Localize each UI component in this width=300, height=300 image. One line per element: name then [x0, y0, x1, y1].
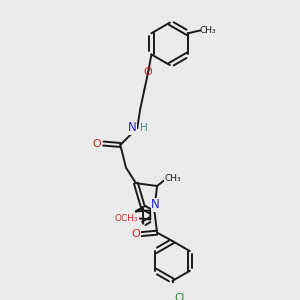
- Text: O: O: [131, 229, 140, 239]
- Text: CH₃: CH₃: [200, 26, 216, 35]
- Text: N: N: [151, 198, 160, 212]
- Text: H: H: [140, 123, 147, 133]
- Text: O: O: [93, 139, 101, 148]
- Text: OCH₃: OCH₃: [114, 214, 138, 223]
- Text: Cl: Cl: [175, 293, 185, 300]
- Text: CH₃: CH₃: [165, 174, 181, 183]
- Text: O: O: [144, 67, 152, 77]
- Text: N: N: [128, 122, 136, 134]
